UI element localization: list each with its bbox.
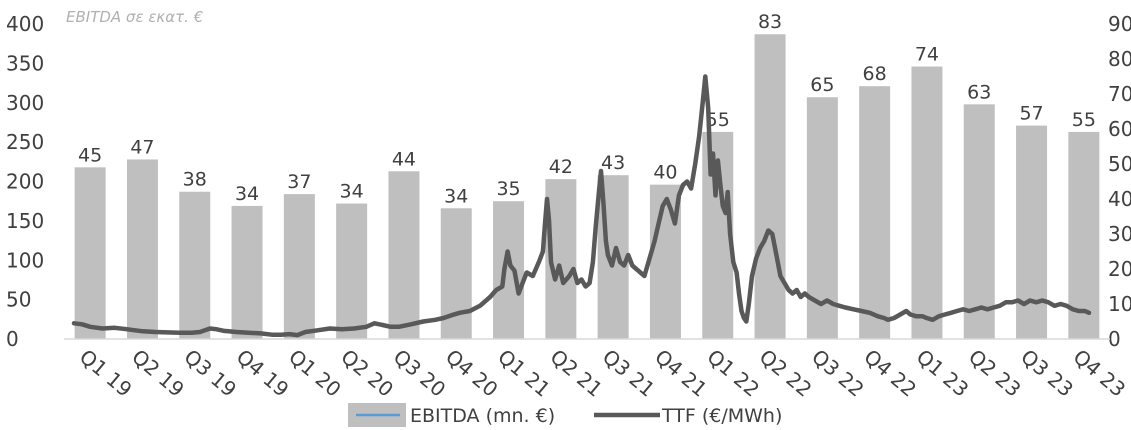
left-axis-tick-label: 400 — [6, 12, 44, 36]
x-axis-tick-label: Q3 20 — [389, 344, 451, 401]
left-axis-tick-label: 250 — [6, 130, 44, 154]
ebitda-bar-value-label: 74 — [915, 44, 939, 66]
x-axis-tick-label: Q3 22 — [807, 344, 869, 401]
right-axis-tick-label: 20 — [1108, 257, 1131, 281]
x-axis-tick-label: Q2 19 — [127, 344, 189, 401]
ebitda-bar-value-label: 37 — [287, 171, 311, 193]
left-axis-tick-label: 200 — [6, 170, 44, 194]
ebitda-bar — [336, 203, 368, 339]
ebitda-bar-value-label: 34 — [235, 183, 259, 205]
ebitda-bar — [1068, 131, 1100, 339]
ebitda-bar-value-label: 55 — [706, 109, 730, 131]
ebitda-bar-value-label: 68 — [863, 63, 887, 85]
ebitda-bar-value-label: 83 — [758, 11, 782, 33]
bar-series-ebitda — [74, 34, 1100, 340]
ebitda-bar-value-label: 47 — [130, 136, 154, 158]
ebitda-bar-value-label: 40 — [653, 162, 677, 184]
left-axis-tick-label: 50 — [6, 288, 31, 312]
ttf-line-series — [71, 74, 1092, 338]
ebitda-bar-value-label: 34 — [444, 185, 468, 207]
ebitda-bar-value-label: 57 — [1019, 103, 1043, 125]
x-axis-tick-label: Q1 22 — [703, 344, 765, 401]
x-axis-tick-label: Q4 22 — [859, 344, 921, 401]
right-axis-tick-label: 90 — [1108, 12, 1131, 36]
x-axis-tick-label: Q2 23 — [964, 344, 1026, 401]
right-axis-tick-label: 60 — [1108, 117, 1131, 141]
ebitda-bar-value-label: 34 — [340, 181, 364, 203]
left-axis-tick-label: 350 — [6, 51, 44, 75]
ebitda-bar — [231, 205, 263, 339]
ebitda-bar-value-label: 65 — [810, 74, 834, 96]
ebitda-bar — [179, 191, 211, 339]
ebitda-bar-value-label: 63 — [967, 81, 991, 103]
x-axis-tick-label: Q3 23 — [1016, 344, 1078, 401]
left-axis-tick-label: 0 — [6, 327, 19, 351]
legend-ebitda-label: EBITDA (mn. €) — [410, 405, 555, 427]
ebitda-bar — [493, 201, 525, 339]
left-axis-tick-label: 150 — [6, 209, 44, 233]
x-axis-tick-label: Q2 20 — [336, 344, 398, 401]
x-axis-tick-label: Q3 19 — [180, 344, 242, 401]
ebitda-bar-value-label: 38 — [183, 169, 207, 191]
ebitda-bar-value-label: 42 — [549, 156, 573, 178]
right-axis: 0 10 20 30 40 50 60 70 80 90 — [1108, 12, 1131, 351]
ebitda-bar — [963, 104, 995, 339]
x-axis-tick-label: Q1 19 — [75, 344, 137, 401]
right-axis-tick-label: 80 — [1108, 47, 1131, 71]
x-axis-tick-label: Q4 23 — [1069, 344, 1131, 401]
x-axis-tick-label: Q2 21 — [546, 344, 608, 401]
ebitda-bar-value-label: 43 — [601, 152, 625, 174]
right-axis-tick-label: 0 — [1108, 327, 1121, 351]
x-axis-tick-label: Q4 21 — [650, 344, 712, 401]
right-axis-tick-label: 30 — [1108, 222, 1131, 246]
x-axis-tick-label: Q1 23 — [912, 344, 974, 401]
x-axis-tick-label: Q4 19 — [232, 344, 294, 401]
ebitda-bar — [283, 194, 315, 339]
ebitda-bar — [1016, 125, 1048, 340]
x-axis-tick-label: Q2 22 — [755, 344, 817, 401]
right-axis-tick-label: 40 — [1108, 187, 1131, 211]
x-axis-tick-label: Q3 21 — [598, 344, 660, 401]
right-axis-tick-label: 70 — [1108, 82, 1131, 106]
ebitda-bar — [126, 159, 158, 339]
right-axis-tick-label: 10 — [1108, 292, 1131, 316]
x-axis-tick-label: Q4 20 — [441, 344, 503, 401]
ebitda-bar — [388, 171, 420, 339]
ebitda-bar — [859, 86, 891, 340]
legend: EBITDA (mn. €) TTF (€/MWh) — [348, 403, 782, 427]
ebitda-bar-value-label: 55 — [1072, 109, 1096, 131]
x-axis-tick-label: Q1 20 — [284, 344, 346, 401]
left-axis: 0 50 100 150 200 250 300 350 400 — [6, 12, 44, 351]
legend-ttf-label: TTF (€/MWh) — [661, 405, 782, 427]
right-axis-tick-label: 50 — [1108, 152, 1131, 176]
ebitda-bar — [754, 34, 786, 340]
ebitda-bar — [911, 66, 943, 340]
ebitda-bar-value-label: 45 — [78, 144, 102, 166]
left-axis-tick-label: 300 — [6, 91, 44, 115]
chart-note: EBITDA σε εκατ. € — [66, 8, 204, 26]
ebitda-bar-value-label: 44 — [392, 148, 416, 170]
bar-data-labels: 45 47 38 34 37 34 44 34 35 42 43 40 55 83 65 68 74 63 57 55 — [78, 11, 1096, 207]
ebitda-bar — [74, 167, 106, 339]
ebitda-bar-value-label: 35 — [496, 178, 520, 200]
left-axis-tick-label: 100 — [6, 248, 44, 272]
x-axis-tick-label: Q1 21 — [493, 344, 555, 401]
